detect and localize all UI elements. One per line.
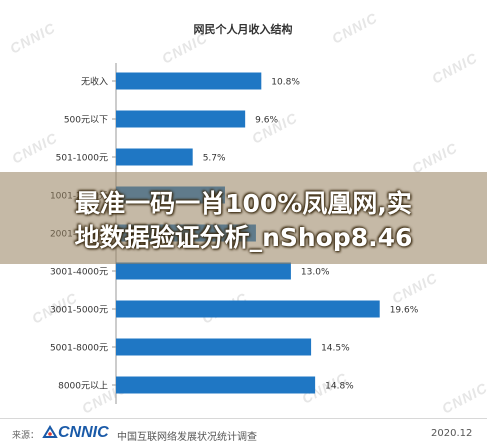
category-label: 无收入 xyxy=(81,76,108,88)
income-bar-chart: 网民个人月收入结构 无收入 10.8% 500元以下 9.6% 501-1000元 5.7… xyxy=(50,22,419,404)
bar xyxy=(116,338,312,356)
bar-value-label: 13.0% xyxy=(301,268,330,278)
bar-value-label: 9.6% xyxy=(255,116,278,126)
report-date: 2020.12 xyxy=(431,428,473,439)
bar-value-label: 19.6% xyxy=(390,306,419,316)
bar xyxy=(116,72,262,90)
category-label: 3001-5000元 xyxy=(50,306,108,316)
category-label: 8000元以上 xyxy=(58,381,108,392)
category-label: 500元以下 xyxy=(64,116,108,126)
bar xyxy=(116,376,316,394)
bar-value-label: 14.5% xyxy=(321,344,350,354)
bar-value-label: 14.8% xyxy=(325,382,354,392)
cnnic-logo-icon xyxy=(42,425,58,438)
survey-name: 中国互联网络发展状况统计调查 xyxy=(117,432,257,443)
footer-divider xyxy=(0,418,487,419)
overlay-text-line-2: 地数据验证分析_nShop8.46 xyxy=(74,223,413,252)
bar-value-label: 10.8% xyxy=(271,78,300,88)
overlay-text-line-1: 最准一码一肖100%凤凰网,实 xyxy=(75,189,412,218)
chart-title: 网民个人月收入结构 xyxy=(194,22,293,36)
source-label: 来源： xyxy=(12,431,40,441)
bar xyxy=(116,262,291,280)
category-label: 501-1000元 xyxy=(56,154,108,164)
bar xyxy=(116,148,193,166)
bar xyxy=(116,110,246,128)
overlay-banner: 最准一码一肖100%凤凰网,实 地数据验证分析_nShop8.46 xyxy=(0,172,487,264)
category-label: 3001-4000元 xyxy=(50,268,108,278)
bar-group: 无收入10.8%500元以下9.6%501-1000元5.7%1001-2000… xyxy=(50,72,419,394)
cnnic-logo-text: CNNIC xyxy=(58,424,109,441)
bar-value-label: 5.7% xyxy=(203,154,226,164)
category-label: 5001-8000元 xyxy=(50,344,108,354)
bar xyxy=(116,300,380,318)
